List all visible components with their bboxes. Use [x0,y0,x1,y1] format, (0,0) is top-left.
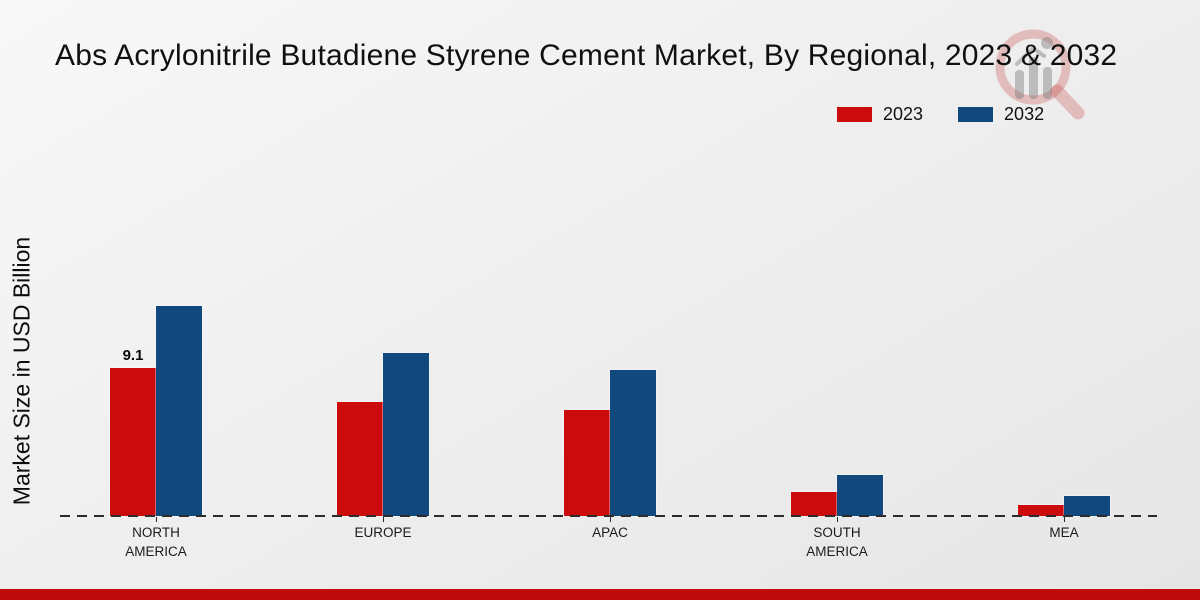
x-axis-category-label: NORTH AMERICA [125,525,187,559]
market-research-watermark-icon [988,24,1098,134]
x-axis-tick [837,517,838,522]
bar-2032-mea [1063,495,1111,517]
bar-2032-apac [609,369,657,517]
bar-2023-south-america [790,491,838,517]
footer-accent-bar [0,589,1200,600]
bar-2032-europe [382,352,430,517]
legend-swatch [958,107,994,122]
chart-title: Abs Acrylonitrile Butadiene Styrene Ceme… [55,39,1118,72]
x-axis-tick [156,517,157,522]
x-axis-category-label: APAC [592,525,628,540]
bar-2023-north-america [109,367,157,517]
x-axis-tick [383,517,384,522]
legend-swatch [837,107,872,122]
y-axis-label: Market Size in USD Billion [8,236,35,506]
x-axis-category-label: MEA [1049,525,1079,540]
x-axis-tick [610,517,611,522]
x-axis-baseline [60,515,1157,517]
bar-value-label: 9.1 [122,347,144,364]
x-axis-category-label: EUROPE [354,525,412,540]
bar-2032-south-america [836,474,884,517]
legend-label: 2023 [883,104,924,124]
bar-2032-north-america [155,305,203,517]
legend-item-2023: 2023 [837,104,923,125]
legend-item-2032: 2032 [958,104,1044,125]
bar-2023-mea [1017,504,1065,517]
bar-2023-europe [336,401,384,517]
bar-2023-apac [563,409,611,517]
x-axis-tick [1064,517,1065,522]
x-axis-category-label: SOUTH AMERICA [806,525,868,559]
legend-label: 2032 [1004,104,1045,124]
chart-legend: 2023 2032 [837,104,1044,125]
